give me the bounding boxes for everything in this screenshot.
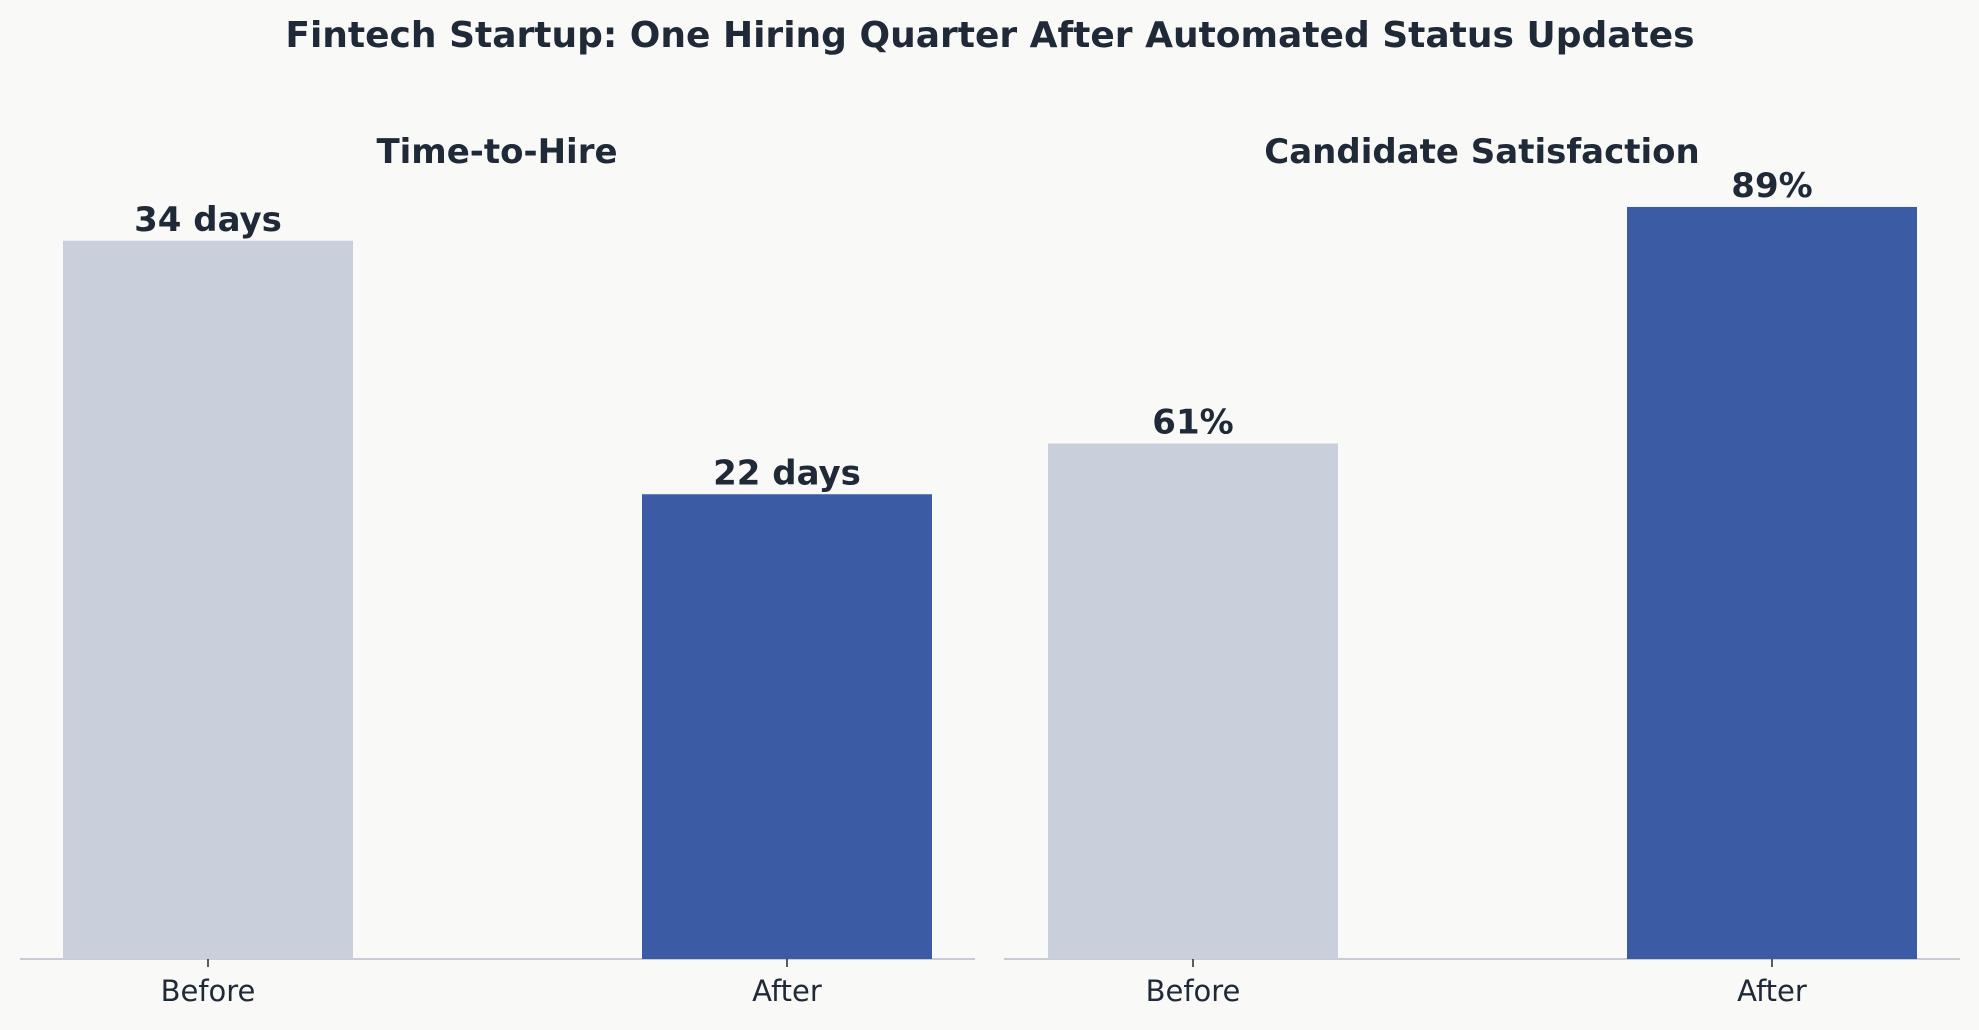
panel-time-to-hire: Time-to-Hire 34 days Before 22 days After [20, 132, 975, 1008]
bar-value-label: 22 days [713, 453, 861, 493]
bar-before [1048, 443, 1338, 959]
bar-before [63, 240, 353, 959]
bar-after [642, 494, 932, 959]
x-tick-label: After [752, 974, 822, 1008]
panel-title-time-to-hire: Time-to-Hire [376, 132, 617, 172]
x-tick-label: After [1737, 974, 1807, 1008]
bar-value-label: 89% [1731, 166, 1812, 206]
x-tick-label: Before [1146, 974, 1241, 1008]
bar-value-label: 61% [1152, 403, 1233, 443]
chart-title: Fintech Startup: One Hiring Quarter Afte… [285, 15, 1694, 56]
panel-title-candidate-satisfaction: Candidate Satisfaction [1264, 132, 1699, 172]
x-tick-label: Before [161, 974, 256, 1008]
bar-value-label: 34 days [134, 200, 282, 240]
panel-candidate-satisfaction: Candidate Satisfaction 61% Before 89% After [1004, 132, 1960, 1008]
bar-after [1627, 206, 1917, 959]
